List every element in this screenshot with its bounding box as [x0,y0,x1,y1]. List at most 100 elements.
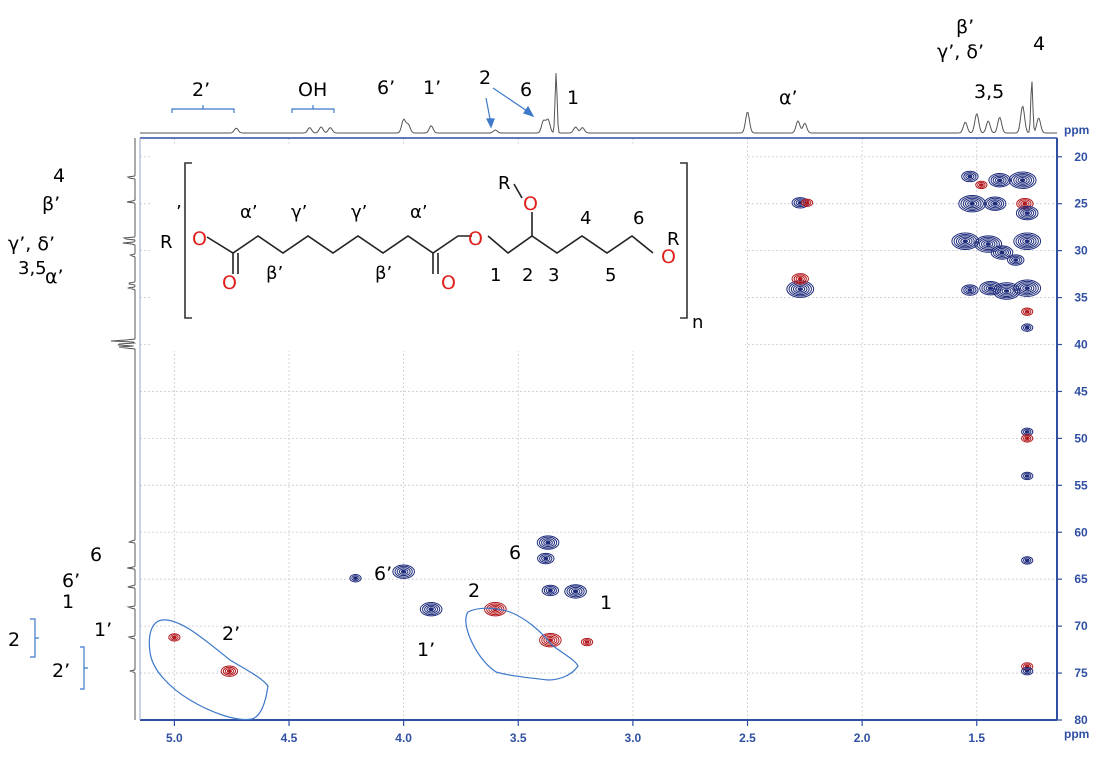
cross-peak-25 [974,235,1003,253]
contour-32-6 [1013,279,1042,297]
contour-34-2 [1022,324,1032,331]
contour-27-6 [1013,232,1042,250]
top-labels: 2’ OH 6’ 1’ 2 6 1 α’ β’ γ’, δ’ 4 3,5 [192,16,1045,109]
contour-30-1 [987,286,994,290]
top-label-beta-prime: β’ [956,16,974,38]
top-label-4: 4 [1033,33,1045,55]
contour-23-3 [1020,208,1035,218]
contour-5-5 [484,602,507,617]
contour-7-2 [541,555,551,562]
left-label-beta-prime: β’ [42,193,60,215]
contour-25-3 [981,239,996,249]
contour-36-2 [1022,435,1032,442]
contour-33-1 [1024,309,1030,314]
contour-6-3 [541,538,556,548]
contour-19-4 [1013,174,1033,187]
contour-26-3 [994,248,1009,258]
contour-33-3 [1021,307,1034,316]
annotations [30,105,579,721]
contour-38-3 [1021,556,1034,565]
contour-11-1 [584,640,590,644]
cross-peak-24 [951,232,980,250]
contour-1-4 [220,665,239,677]
top-label-1: 1 [567,87,579,109]
cross-label-2: 2 [468,580,480,602]
bracket-left-2 [30,618,39,658]
contour-37-1 [1024,474,1030,478]
contour-32-4 [1017,282,1037,295]
contour-24-1 [962,239,968,244]
struct-r-right: R [667,229,680,250]
cross-peak-5 [484,602,507,617]
left-label-2prime: 2’ [52,660,70,682]
contour-36-3 [1021,434,1034,443]
contour-1-2 [224,668,235,675]
contour-27-2 [1022,238,1033,245]
contour-18-4 [990,174,1009,187]
region-2-outline [465,607,579,681]
contour-10-5 [539,633,562,648]
x-tick-label-4: 3.0 [625,731,642,745]
contour-20-5 [960,196,984,212]
contour-25-2 [983,240,994,248]
contour-3-5 [392,564,415,579]
left-label-alpha-prime: α’ [45,266,64,288]
left-label-2: 2 [8,629,20,651]
contour-2-3 [349,574,362,583]
cross-peak-3 [392,564,415,579]
cross-peak-17 [975,180,988,190]
contour-40-1 [1024,669,1030,673]
y-tick-label-11: 75 [1074,666,1088,680]
contour-33-2 [1022,308,1032,315]
contour-37-2 [1022,472,1032,479]
contour-19-5 [1010,172,1035,188]
x-unit-bottom: ppm [1064,727,1089,741]
top-label-gamma-delta-prime: γ’, δ’ [937,41,984,63]
contour-3-4 [394,565,413,578]
y-tick-label-10: 70 [1074,619,1088,633]
cross-peak-36 [1021,434,1034,443]
cross-peak-23 [1015,205,1039,221]
contour-38-1 [1024,558,1030,563]
backbone-bonds [206,235,472,254]
cross-peak-31 [992,282,1021,300]
pointer-arrows [485,87,535,129]
contour-8-3 [543,586,557,595]
contour-2-2 [351,575,360,582]
x-tick-label-3: 3.5 [510,731,527,745]
contour-37-3 [1021,471,1034,481]
y-tick-label-6: 50 [1074,431,1088,445]
contour-18-2 [994,177,1005,184]
contour-15-1 [797,277,803,281]
contour-29-3 [963,285,977,295]
side-chain-bonds [487,235,654,255]
contour-32-3 [1019,283,1035,293]
contour-24-2 [960,238,971,245]
contour-3-3 [396,567,411,577]
contour-18-3 [992,175,1007,185]
contour-8-2 [545,587,555,594]
contour-25-4 [978,238,998,251]
contour-27-3 [1019,236,1035,246]
contour-20-2 [967,200,978,207]
top-label-1prime: 1’ [423,77,441,99]
contour-28-2 [1011,256,1021,264]
contour-3-1 [400,569,407,574]
contour-23-1 [1024,211,1030,215]
y-tick-label-1: 25 [1074,197,1088,211]
cross-peak-34 [1021,323,1034,332]
struct-o-1: O [192,228,207,250]
contour-30-2 [985,284,996,292]
contour-23-5 [1015,205,1039,221]
cross-peak-16 [961,170,979,183]
region-2prime-outline [148,619,269,721]
left-label-6prime: 6’ [62,570,80,592]
left-label-3-5: 3,5 [18,258,47,279]
contour-20-1 [969,201,975,206]
left-label-1: 1 [62,591,74,613]
contour-21-4 [986,197,1005,210]
top-label-2: 2 [479,67,491,89]
struct-beta-1: β’ [266,263,283,284]
left-label-4: 4 [53,165,65,187]
